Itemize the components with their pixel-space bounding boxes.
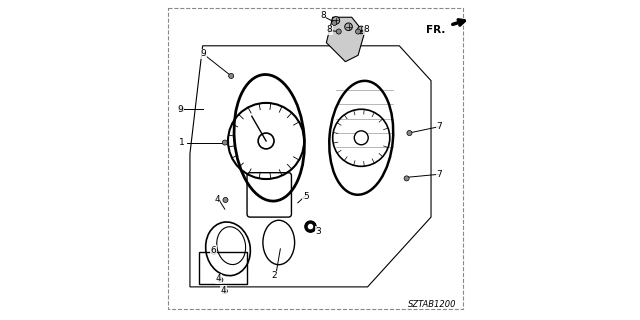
Circle shape — [211, 250, 216, 254]
Text: 4: 4 — [216, 275, 221, 284]
Circle shape — [179, 107, 184, 112]
Circle shape — [228, 73, 234, 78]
Text: 1: 1 — [179, 138, 185, 147]
Bar — [200, 252, 247, 284]
Text: FR.: FR. — [426, 25, 445, 35]
Text: 8: 8 — [363, 25, 369, 35]
Circle shape — [332, 17, 340, 24]
Text: 4: 4 — [220, 285, 226, 295]
Circle shape — [222, 140, 227, 145]
Circle shape — [223, 197, 228, 203]
Text: 2: 2 — [271, 271, 277, 280]
Circle shape — [332, 20, 337, 26]
Circle shape — [218, 277, 223, 283]
Text: 9: 9 — [177, 105, 183, 114]
Text: 3: 3 — [316, 227, 321, 236]
Text: 7: 7 — [436, 122, 442, 131]
Polygon shape — [326, 17, 364, 62]
Circle shape — [307, 223, 314, 230]
Text: 5: 5 — [303, 192, 308, 201]
Circle shape — [222, 288, 227, 293]
Text: 7: 7 — [436, 170, 442, 179]
Text: 8: 8 — [320, 11, 326, 20]
Circle shape — [356, 29, 360, 34]
Circle shape — [258, 133, 274, 149]
Circle shape — [355, 131, 368, 145]
Text: 9: 9 — [200, 49, 206, 58]
Text: SZTAB1200: SZTAB1200 — [408, 300, 456, 309]
Circle shape — [336, 29, 341, 34]
Text: 4: 4 — [214, 195, 220, 204]
Circle shape — [305, 221, 316, 232]
Circle shape — [404, 176, 409, 181]
Text: 6: 6 — [211, 246, 216, 255]
Circle shape — [345, 23, 353, 31]
Circle shape — [357, 26, 365, 34]
Text: 8: 8 — [326, 25, 332, 35]
Circle shape — [407, 131, 412, 136]
